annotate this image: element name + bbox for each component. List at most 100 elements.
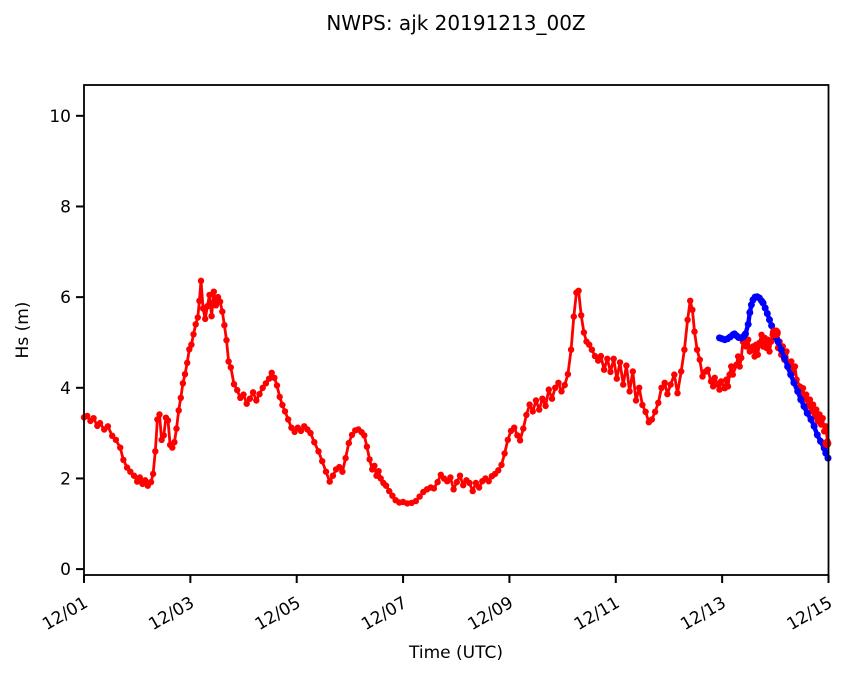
chart-title: NWPS: ajk 20191213_00Z xyxy=(326,11,585,35)
forecast-series-line xyxy=(717,294,831,461)
observed-series-marker xyxy=(389,492,396,499)
observed-series-marker xyxy=(552,384,559,391)
x-tick-label: 12/11 xyxy=(571,593,623,635)
observed-series-marker xyxy=(667,381,674,388)
observed-series-marker xyxy=(348,431,356,439)
observed-series-marker xyxy=(416,493,423,500)
observed-series-marker xyxy=(204,303,211,310)
observed-series-marker xyxy=(819,415,826,422)
y-axis-label: Hs (m) xyxy=(13,302,33,359)
observed-series-marker xyxy=(117,444,124,451)
observed-series-marker xyxy=(691,328,698,335)
observed-series-marker xyxy=(253,397,260,404)
x-tick-label: 12/01 xyxy=(39,593,91,635)
observed-series-marker xyxy=(651,408,659,415)
x-tick-label: 12/05 xyxy=(252,593,304,635)
observed-series-marker xyxy=(219,308,226,315)
x-tick-label: 12/07 xyxy=(358,593,410,635)
observed-series-marker xyxy=(194,314,201,321)
observed-series-marker xyxy=(154,416,161,423)
observed-series-marker xyxy=(684,316,691,323)
observed-series-marker xyxy=(196,297,203,304)
observed-series-marker xyxy=(729,371,736,378)
observed-series-marker xyxy=(339,468,346,475)
observed-series-marker xyxy=(498,461,505,469)
observed-series-marker xyxy=(164,417,172,424)
observed-series-marker xyxy=(208,313,215,320)
observed-series-marker xyxy=(453,478,460,486)
observed-series-marker xyxy=(460,482,467,489)
observed-series-marker xyxy=(472,479,480,487)
observed-series-marker xyxy=(575,287,582,294)
observed-series-marker xyxy=(809,401,817,408)
forecast-series-marker xyxy=(790,379,798,387)
observed-series-marker xyxy=(382,482,390,489)
observed-series-marker xyxy=(658,384,665,391)
observed-series-marker xyxy=(197,277,205,284)
observed-series-marker xyxy=(623,362,630,369)
observed-series-marker xyxy=(689,306,696,313)
observed-series-marker xyxy=(532,397,540,404)
observed-series-marker xyxy=(523,411,530,419)
observed-series-marker xyxy=(709,383,717,390)
observed-series-marker xyxy=(386,487,393,495)
observed-series-marker xyxy=(504,436,511,444)
observed-series-marker xyxy=(234,386,241,394)
observed-series-marker xyxy=(366,456,373,463)
observed-series-marker xyxy=(342,454,349,462)
observed-series-marker xyxy=(788,358,795,365)
observed-series-marker xyxy=(466,479,473,487)
observed-series-marker xyxy=(813,406,820,413)
observed-series-marker xyxy=(821,428,828,435)
observed-series-marker xyxy=(279,401,286,409)
observed-series-marker xyxy=(177,394,184,401)
observed-series-marker xyxy=(485,478,492,485)
observed-series-marker xyxy=(190,331,197,338)
observed-series-marker xyxy=(456,472,464,479)
observed-series-marker xyxy=(616,359,624,366)
observed-series-marker xyxy=(558,388,565,395)
observed-series-marker xyxy=(799,385,807,392)
forecast-series-marker xyxy=(787,371,795,379)
observed-series-marker xyxy=(536,406,543,413)
observed-series-marker xyxy=(716,386,723,393)
observed-series-marker xyxy=(636,384,643,391)
observed-series-marker xyxy=(610,355,617,362)
observed-series-marker xyxy=(412,497,419,505)
observed-series-marker xyxy=(96,419,104,427)
y-tick-label: 0 xyxy=(60,560,71,580)
axes-border xyxy=(83,84,830,576)
observed-series-marker xyxy=(315,448,322,455)
observed-series-marker xyxy=(629,368,636,375)
observed-series-marker xyxy=(179,380,187,387)
y-tick-label: 6 xyxy=(60,288,71,308)
observed-series-marker xyxy=(90,415,97,422)
observed-series-marker xyxy=(687,297,694,304)
observed-series-marker xyxy=(147,478,155,486)
observed-series-marker xyxy=(434,478,441,486)
forecast-series-marker xyxy=(768,322,776,330)
forecast-series-marker xyxy=(817,437,824,445)
observed-series-marker xyxy=(311,439,318,446)
observed-series-marker xyxy=(184,359,191,367)
observed-series-marker xyxy=(626,388,633,395)
observed-series-marker xyxy=(696,356,703,363)
observed-series-marker xyxy=(112,436,120,444)
observed-series-marker xyxy=(511,424,518,431)
observed-series-marker xyxy=(564,371,572,378)
observed-series-marker xyxy=(227,364,234,371)
observed-series-marker xyxy=(84,412,91,420)
observed-series-marker xyxy=(326,478,333,485)
observed-series-marker xyxy=(268,369,275,376)
forecast-series-marker xyxy=(746,309,754,316)
observed-series-marker xyxy=(723,376,730,383)
observed-series-marker xyxy=(767,338,775,345)
observed-series-marker xyxy=(495,467,502,474)
observed-series-marker xyxy=(329,472,337,479)
forecast-series-marker xyxy=(797,396,805,404)
observed-series-marker xyxy=(173,425,180,432)
observed-series-marker xyxy=(262,380,270,387)
forecast-series-marker xyxy=(803,409,811,417)
